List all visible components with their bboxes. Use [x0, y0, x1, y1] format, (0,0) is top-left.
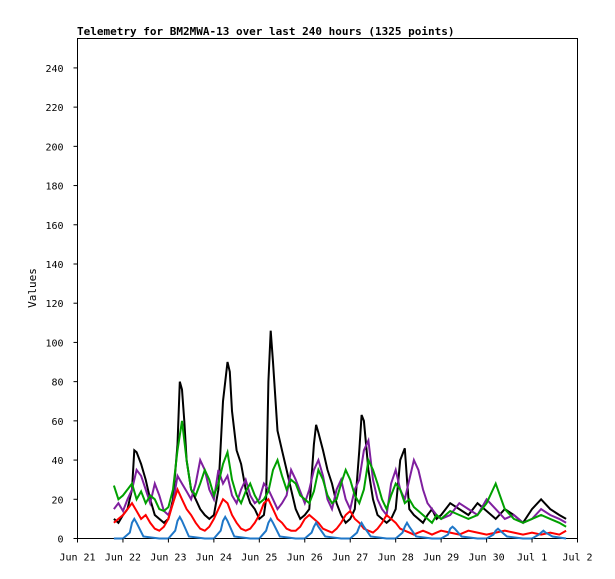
- y-tick-label: 220: [45, 103, 63, 114]
- y-tick-label: 180: [45, 182, 63, 193]
- y-tick-label: 0: [57, 535, 63, 546]
- x-tick-label: Jun 21: [59, 553, 95, 564]
- x-axis: Jun 21 Jun 22 Jun 23 Jun 24 Jun 25 Jun 26 Jun …: [59, 538, 593, 564]
- y-tick-label: 160: [45, 221, 63, 232]
- x-tick-label: Jun 25: [241, 553, 277, 564]
- chart-title: Telemetry for BM2MWA-13 over last 240 ho…: [77, 25, 455, 38]
- plot-frame: [77, 38, 578, 539]
- series-line-4: [113, 486, 567, 536]
- x-tick-label: Jun 30: [469, 553, 505, 564]
- x-tick-label: Jul 2: [562, 553, 592, 564]
- y-tick-label: 140: [45, 260, 63, 271]
- y-tick-label: 240: [45, 64, 63, 75]
- x-tick-label: Jun 28: [378, 553, 414, 564]
- x-tick-label: Jun 24: [196, 553, 232, 564]
- y-axis-label: Values: [26, 268, 39, 308]
- series-line-5: [113, 514, 567, 540]
- x-tick-label: Jun 22: [105, 553, 141, 564]
- y-tick-label: 200: [45, 142, 63, 153]
- x-tick-label: Jun 29: [423, 553, 459, 564]
- x-tick-label: Jun 26: [287, 553, 323, 564]
- y-tick-label: 20: [51, 495, 63, 506]
- x-tick-label: Jul 1: [517, 553, 547, 564]
- y-tick-label: 40: [51, 456, 63, 467]
- y-tick-label: 80: [51, 378, 63, 389]
- series-line-3: [112, 420, 567, 528]
- y-tick-label: 100: [45, 338, 63, 349]
- y-axis: 0 20 40 60 80 100 120 140 160 180 200 220 240: [45, 64, 78, 546]
- y-tick-label: 60: [51, 417, 63, 428]
- y-tick-label: 120: [45, 299, 63, 310]
- x-tick-label: Jun 23: [150, 553, 186, 564]
- x-tick-label: Jun 27: [332, 553, 368, 564]
- series-layer: [112, 330, 567, 540]
